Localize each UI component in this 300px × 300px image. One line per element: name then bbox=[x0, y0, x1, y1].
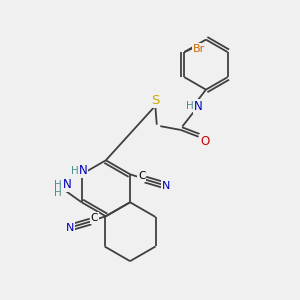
Text: C: C bbox=[90, 213, 98, 223]
Text: C: C bbox=[138, 171, 146, 181]
Text: H: H bbox=[54, 180, 62, 190]
Text: H: H bbox=[186, 101, 194, 111]
Text: N: N bbox=[162, 181, 170, 191]
Text: N: N bbox=[194, 100, 203, 113]
Text: N: N bbox=[65, 223, 74, 233]
Text: Br: Br bbox=[193, 44, 205, 54]
Text: H: H bbox=[54, 188, 62, 198]
Text: S: S bbox=[151, 94, 160, 107]
Text: N: N bbox=[79, 164, 88, 177]
Text: O: O bbox=[200, 135, 210, 148]
Text: N: N bbox=[62, 178, 71, 191]
Text: H: H bbox=[71, 166, 79, 176]
